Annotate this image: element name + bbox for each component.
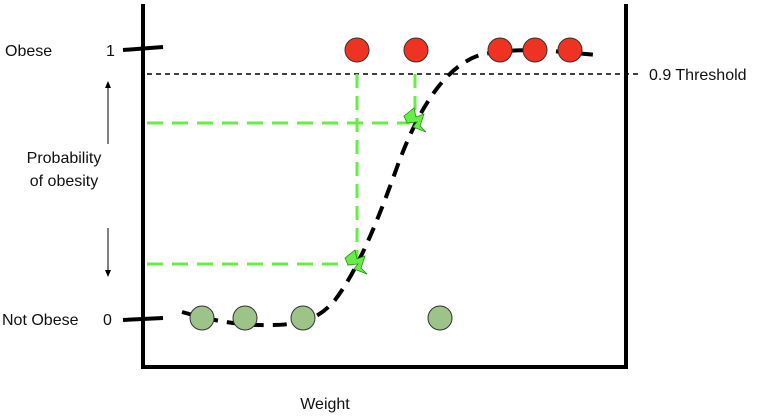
tick-label-zero: 0 — [103, 312, 112, 329]
tick-one-mark — [122, 45, 164, 52]
tick-label-one: 1 — [106, 43, 115, 60]
obese-point — [487, 37, 513, 63]
obese-points — [344, 37, 583, 63]
lightning-bolt-icon — [344, 249, 368, 275]
obese-point — [557, 37, 583, 63]
y-axis-label-line1: Probability — [27, 150, 102, 167]
projections — [147, 74, 417, 266]
plot-frame — [141, 4, 628, 369]
not-obese-point — [189, 305, 215, 331]
y-axis-label-line2: of obesity — [30, 173, 98, 190]
lightning-bolt-icon — [403, 107, 427, 133]
not-obese-point — [232, 305, 258, 331]
threshold-label: 0.9 Threshold — [649, 67, 747, 84]
label-obese: Obese — [5, 43, 52, 60]
obese-point — [344, 37, 370, 63]
not-obese-points — [189, 305, 453, 331]
tick-zero-mark — [122, 316, 164, 322]
not-obese-point — [427, 305, 453, 331]
x-axis-label: Weight — [300, 396, 350, 413]
label-not-obese: Not Obese — [2, 312, 79, 329]
arrow-up-icon — [105, 81, 111, 88]
obese-point — [403, 37, 429, 63]
not-obese-point — [290, 305, 316, 331]
sigmoid-curve — [181, 48, 599, 328]
obese-point — [522, 37, 548, 63]
arrow-down-icon — [105, 270, 111, 277]
